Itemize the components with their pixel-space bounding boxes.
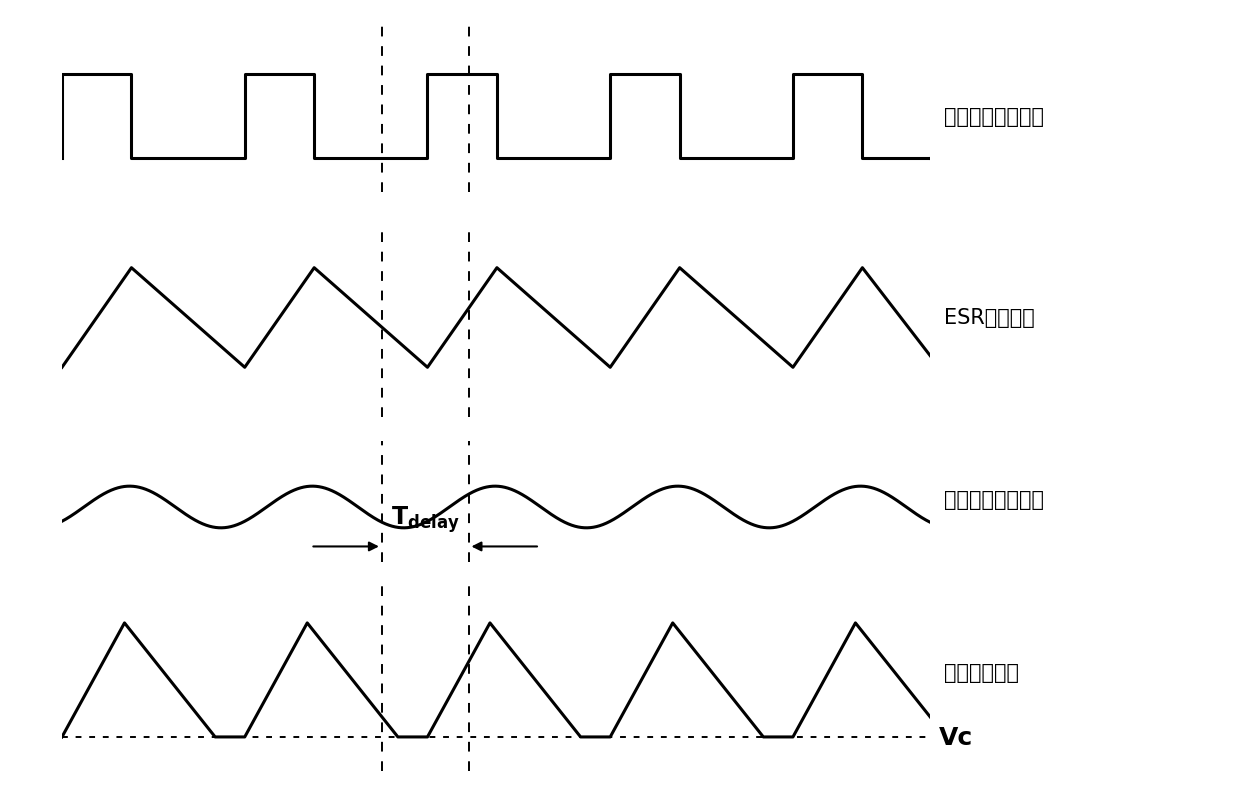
Text: Vc: Vc — [939, 725, 973, 749]
Text: 上管门极驱动信号: 上管门极驱动信号 — [944, 107, 1044, 127]
Text: ESR电压纹波: ESR电压纹波 — [944, 308, 1034, 328]
Text: 输出电容电压纹波: 输出电容电压纹波 — [944, 489, 1044, 509]
Text: 输出电压纹波: 输出电压纹波 — [944, 662, 1019, 683]
Text: $\bf{T}$$\bf{_{delay}}$: $\bf{T}$$\bf{_{delay}}$ — [391, 504, 460, 535]
